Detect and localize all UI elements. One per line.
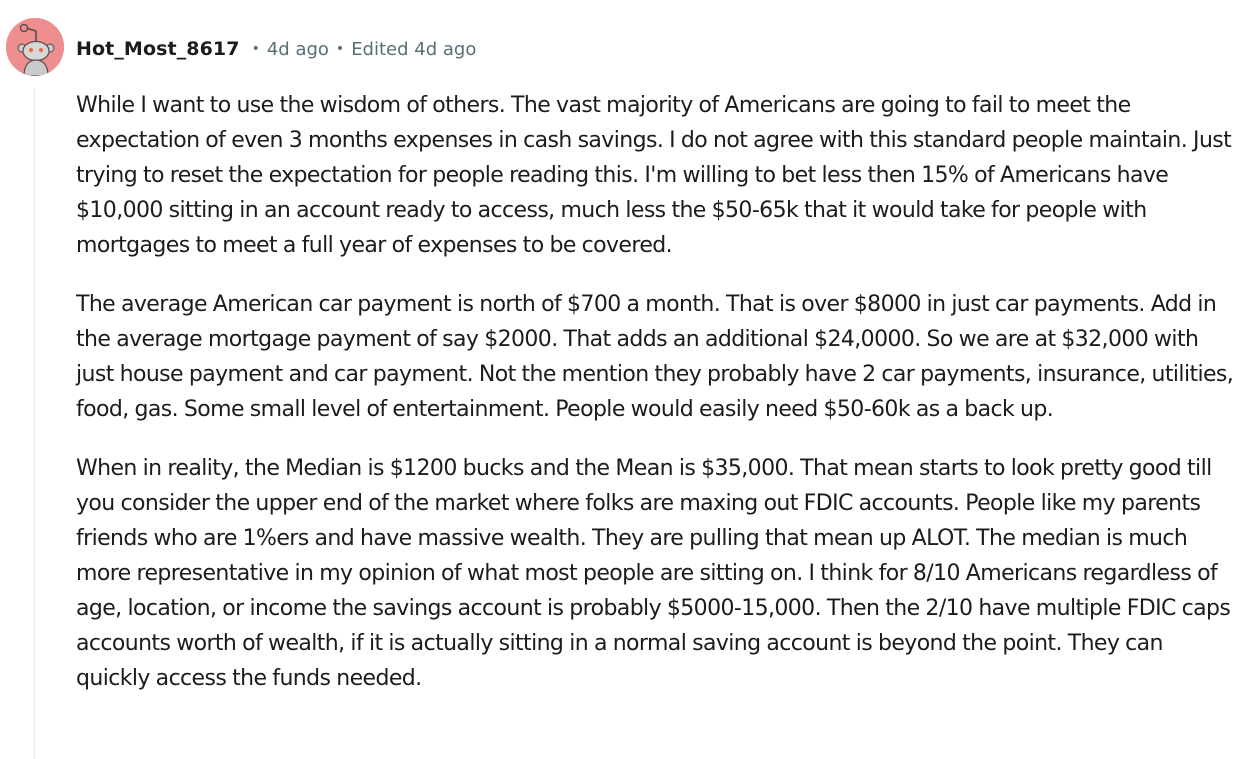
comment-body: While I want to use the wisdom of others…	[76, 88, 1236, 720]
comment-paragraph: When in reality, the Median is $1200 buc…	[76, 456, 1231, 691]
thread-collapse-line[interactable]	[34, 88, 35, 759]
author-username[interactable]: Hot_Most_8617	[76, 38, 240, 60]
meta-separator: •	[251, 41, 260, 57]
comment-paragraph: While I want to use the wisdom of others…	[76, 93, 1232, 258]
snoo-avatar-icon[interactable]	[6, 18, 64, 76]
edited-label: Edited 4d ago	[351, 38, 477, 60]
snoo-avatar-graphic	[6, 18, 64, 76]
meta-separator: •	[335, 41, 345, 57]
comment-age[interactable]: 4d ago	[266, 38, 329, 60]
comment-header: Hot_Most_8617 • 4d ago • Edited 4d ago	[0, 0, 1248, 96]
comment-meta: Hot_Most_8617 • 4d ago • Edited 4d ago	[76, 34, 476, 64]
comment-paragraph: The average American car payment is nort…	[76, 292, 1234, 422]
